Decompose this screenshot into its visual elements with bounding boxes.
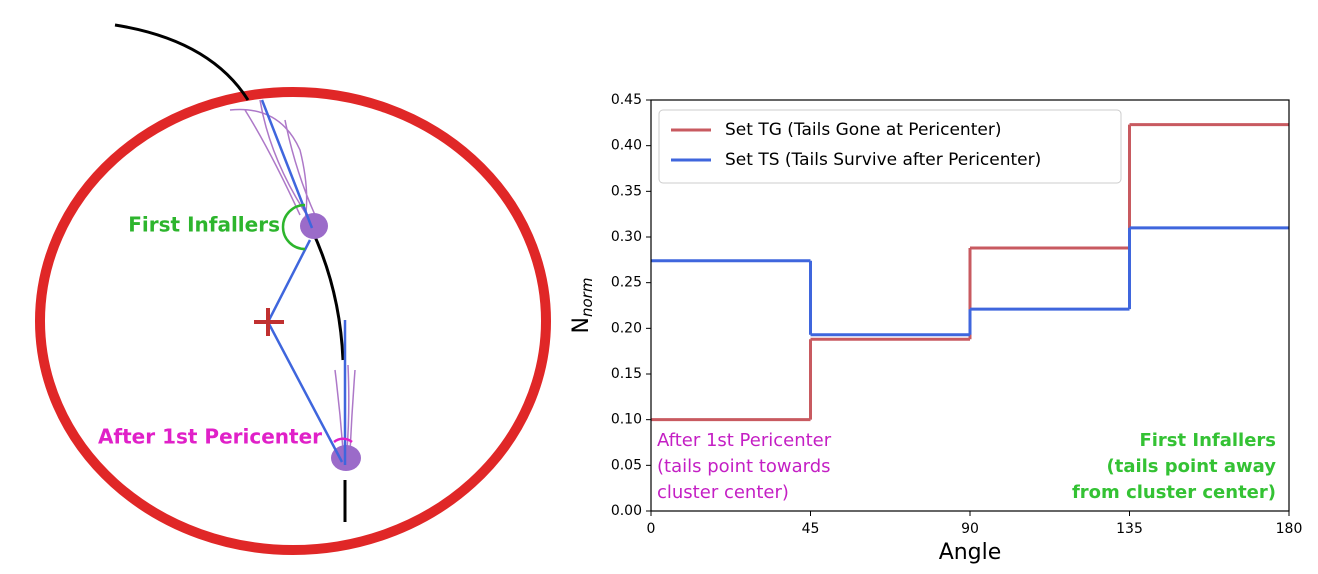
annotation: cluster center) xyxy=(657,482,789,503)
y-tick-label: 0.10 xyxy=(611,412,642,428)
x-tick-label: 0 xyxy=(647,521,656,537)
x-tick-label: 135 xyxy=(1116,521,1143,537)
x-axis-label: Angle xyxy=(939,540,1002,565)
annotation: After 1st Pericenter xyxy=(657,430,832,451)
x-tick-label: 45 xyxy=(802,521,820,537)
annotation: First Infallers xyxy=(1139,430,1276,451)
annotation: (tails point towards xyxy=(657,456,831,477)
x-tick-label: 90 xyxy=(961,521,979,537)
legend-label: Set TS (Tails Survive after Pericenter) xyxy=(725,150,1041,170)
y-tick-label: 0.00 xyxy=(611,503,642,519)
y-axis-label: Nnorm xyxy=(569,278,596,334)
diagram-label: After 1st Pericenter xyxy=(98,425,322,449)
y-tick-label: 0.35 xyxy=(611,183,642,199)
legend-label: Set TG (Tails Gone at Pericenter) xyxy=(725,120,1001,140)
y-tick-label: 0.45 xyxy=(611,92,642,108)
y-tick-label: 0.25 xyxy=(611,275,642,291)
y-tick-label: 0.15 xyxy=(611,366,642,382)
y-axis-label-main: N xyxy=(569,317,594,333)
y-tick-label: 0.20 xyxy=(611,320,642,336)
y-tick-label: 0.05 xyxy=(611,457,642,473)
annotation: (tails point away xyxy=(1106,456,1276,477)
y-tick-label: 0.30 xyxy=(611,229,642,245)
annotation: from cluster center) xyxy=(1072,482,1276,503)
y-tick-label: 0.40 xyxy=(611,138,642,154)
figure: First Infallers After 1st Pericenter 0.0… xyxy=(0,0,1318,574)
diagram-label: First Infallers xyxy=(128,213,280,237)
y-axis-label-sub: norm xyxy=(578,278,596,317)
x-tick-label: 180 xyxy=(1276,521,1303,537)
